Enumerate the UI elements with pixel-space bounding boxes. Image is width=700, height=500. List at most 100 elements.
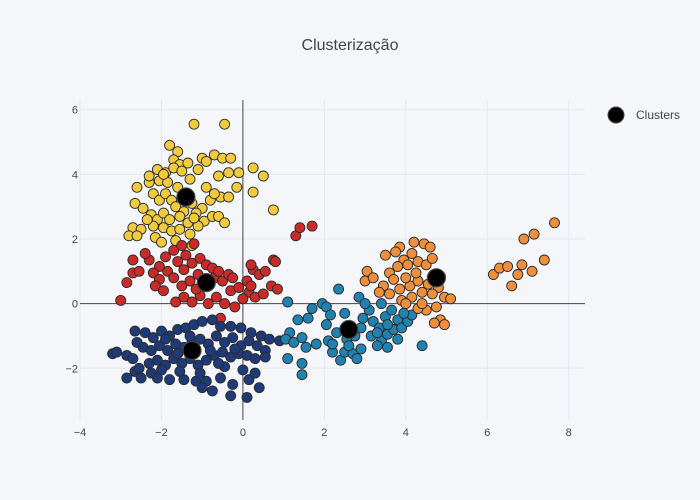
- centroid-point: [176, 187, 196, 207]
- data-point-red: [160, 251, 171, 263]
- data-point-navy: [241, 391, 253, 403]
- data-point-red: [233, 282, 245, 293]
- data-point-red: [170, 296, 182, 308]
- data-point-red: [180, 249, 192, 261]
- data-point-red: [245, 280, 257, 292]
- data-point-red: [176, 240, 188, 251]
- data-point-orange: [400, 298, 412, 310]
- data-point-navy: [196, 315, 208, 327]
- data-point-orange: [379, 249, 391, 261]
- y-tick-label: 6: [72, 105, 78, 117]
- data-point-orange: [367, 272, 379, 284]
- data-point-navy: [204, 345, 216, 356]
- data-point-orange: [549, 217, 560, 229]
- data-point-navy: [243, 335, 255, 347]
- data-point-orange: [388, 273, 400, 285]
- data-point-teal: [416, 340, 428, 352]
- x-tick-label: −4: [74, 427, 87, 439]
- data-point-yellow: [188, 212, 200, 224]
- data-point-navy: [184, 330, 196, 342]
- data-point-orange: [416, 286, 428, 298]
- data-point-red: [257, 288, 269, 300]
- data-point-navy: [249, 367, 261, 379]
- data-point-red: [237, 293, 249, 305]
- y-tick-label: −2: [65, 363, 78, 375]
- data-point-orange: [392, 261, 404, 272]
- data-point-red: [133, 265, 145, 277]
- x-axis-ticks: −4 −2 0 2 4 6 8: [74, 427, 572, 439]
- data-point-navy: [194, 367, 206, 379]
- data-point-yellow: [143, 170, 155, 182]
- data-point-orange: [526, 265, 538, 277]
- data-point-yellow: [231, 181, 243, 193]
- data-point-teal: [296, 332, 308, 344]
- y-tick-label: 2: [72, 234, 78, 246]
- data-point-orange: [518, 233, 530, 245]
- data-point-red: [158, 285, 169, 297]
- data-point-orange: [430, 301, 442, 313]
- data-point-navy: [213, 357, 224, 369]
- data-point-teal: [343, 340, 355, 352]
- data-point-orange: [426, 252, 438, 264]
- y-axis-ticks: −2 0 2 4 6: [65, 105, 78, 376]
- data-point-navy: [133, 362, 145, 374]
- data-point-yellow: [233, 167, 245, 179]
- data-point-red: [139, 248, 151, 259]
- data-point-navy: [249, 353, 261, 365]
- data-point-orange: [402, 259, 414, 271]
- data-point-yellow: [219, 217, 231, 229]
- data-point-yellow: [188, 118, 200, 130]
- x-tick-label: −2: [155, 427, 168, 439]
- data-point-yellow: [192, 164, 204, 175]
- x-tick-label: 2: [321, 427, 327, 439]
- data-point-teal: [398, 307, 410, 319]
- data-point-yellow: [131, 181, 143, 193]
- data-point-yellow: [208, 188, 220, 200]
- data-point-red: [294, 222, 306, 234]
- legend[interactable]: Clusters: [607, 106, 680, 124]
- data-point-orange: [400, 272, 412, 284]
- data-point-navy: [251, 340, 263, 352]
- data-point-yellow: [223, 167, 235, 179]
- data-point-teal: [327, 338, 338, 350]
- data-point-navy: [215, 320, 226, 332]
- chart-title: Clusterização: [302, 37, 399, 54]
- centroid-point: [182, 340, 202, 361]
- data-point-red: [245, 259, 257, 271]
- data-point-orange: [428, 317, 440, 329]
- data-point-yellow: [225, 152, 237, 164]
- data-point-orange: [424, 241, 436, 253]
- data-point-teal: [351, 353, 363, 365]
- data-point-teal: [296, 369, 308, 381]
- data-point-navy: [259, 351, 271, 363]
- data-point-red: [127, 254, 139, 266]
- data-point-red: [168, 244, 180, 256]
- data-point-orange: [384, 288, 395, 300]
- data-point-red: [210, 291, 222, 303]
- data-point-navy: [237, 364, 249, 376]
- centroid-point: [196, 273, 216, 293]
- data-point-red: [149, 280, 161, 292]
- data-point-red: [184, 275, 196, 287]
- data-point-red: [306, 220, 318, 232]
- data-point-orange: [502, 261, 514, 272]
- data-point-red: [227, 272, 239, 284]
- data-point-navy: [162, 345, 174, 356]
- data-point-red: [172, 256, 184, 268]
- data-point-navy: [206, 385, 218, 397]
- data-point-yellow: [141, 214, 153, 226]
- data-point-red: [186, 296, 198, 308]
- data-point-red: [219, 298, 231, 310]
- data-point-red: [178, 264, 190, 276]
- data-point-red: [186, 257, 198, 269]
- data-point-teal: [296, 357, 308, 369]
- data-point-red: [188, 238, 200, 250]
- x-tick-label: 6: [484, 427, 490, 439]
- centroid-point: [339, 319, 359, 340]
- data-point-navy: [227, 332, 239, 344]
- data-point-navy: [160, 333, 171, 345]
- data-point-yellow: [247, 162, 259, 174]
- data-point-teal: [392, 333, 404, 345]
- data-point-orange: [516, 259, 528, 271]
- data-point-yellow: [137, 202, 149, 214]
